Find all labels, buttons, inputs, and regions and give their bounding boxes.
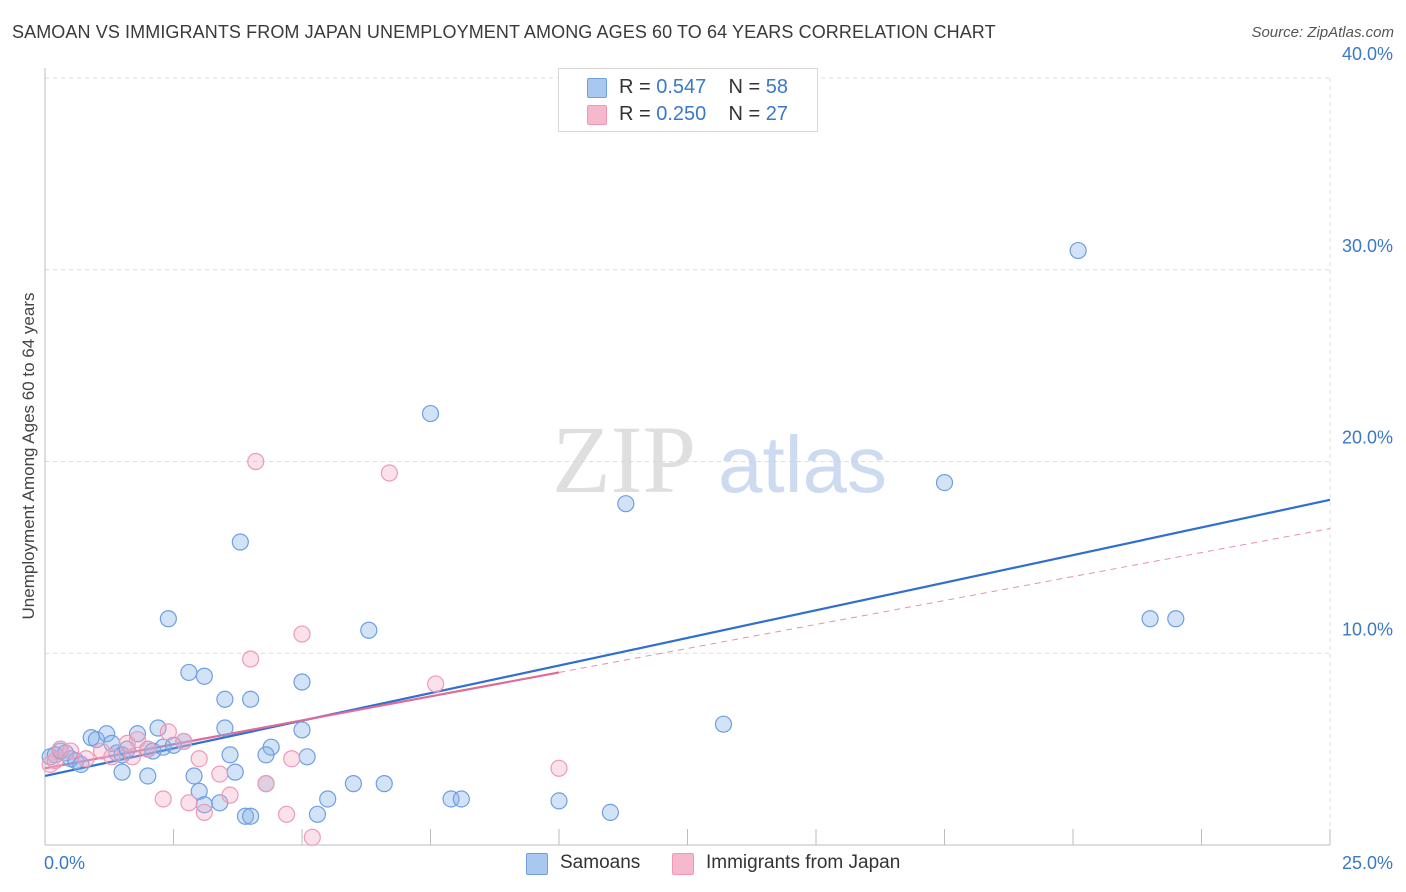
samoans-point <box>216 719 234 737</box>
japan-point <box>221 786 239 804</box>
samoans-point <box>1069 241 1087 260</box>
n-label: N = <box>728 76 761 98</box>
japan-point <box>139 740 157 758</box>
source-label: Source: ZipAtlas.com <box>1251 24 1394 41</box>
japan-point <box>175 732 193 751</box>
samoans-point <box>935 473 954 492</box>
samoans-point <box>185 767 203 785</box>
trend-layer <box>44 498 1331 778</box>
japan-point <box>159 723 177 741</box>
samoans-point <box>1141 610 1159 628</box>
chart-title: SAMOAN VS IMMIGRANTS FROM JAPAN UNEMPLOY… <box>12 22 996 42</box>
samoans-point <box>216 690 234 708</box>
japan-point <box>190 750 208 768</box>
watermark-zip: ZIP <box>552 406 696 513</box>
samoans-point <box>159 610 177 628</box>
japan-point <box>277 805 296 823</box>
japan-point <box>303 828 321 846</box>
samoans-point <box>308 805 327 823</box>
legend-swatch-japan <box>672 853 694 875</box>
samoans-point <box>236 807 255 825</box>
samoans-point <box>714 715 733 733</box>
y-tick-label: 40.0% <box>1342 44 1393 64</box>
japan-point <box>380 464 398 482</box>
samoans-point <box>149 719 167 737</box>
samoans-point <box>180 663 198 682</box>
samoans-point <box>375 775 393 793</box>
samoans-point <box>360 621 378 639</box>
samoans-point <box>421 404 440 423</box>
samoans-point <box>195 667 213 685</box>
japan-trendline-extension <box>558 528 1331 673</box>
japan-point <box>242 650 260 668</box>
japan-point <box>77 750 95 768</box>
japan-point <box>247 452 265 471</box>
japan-point <box>123 748 141 766</box>
samoans-point <box>601 803 620 822</box>
japan-point <box>103 748 121 766</box>
samoans-point <box>550 792 568 810</box>
legend-text-japan: R = 0.250 N = 27 <box>619 103 788 126</box>
series-legend: Samoans Immigrants from Japan <box>0 852 1406 878</box>
samoans-point <box>242 690 260 708</box>
japan-point <box>283 750 301 768</box>
n-value: 58 <box>765 76 789 98</box>
japan-point <box>550 759 568 777</box>
legend-label-japan: Immigrants from Japan <box>706 852 901 873</box>
y-tick-label: 10.0% <box>1342 619 1393 639</box>
x-tick-label-max: 25.0% <box>1342 853 1393 873</box>
r-label: R = <box>619 103 651 125</box>
samoans-point <box>298 748 316 766</box>
samoans-point <box>293 673 311 691</box>
points-layer <box>41 241 1185 846</box>
samoans-point <box>139 767 157 785</box>
japan-point <box>180 794 198 812</box>
japan-point <box>51 740 70 758</box>
samoans-point <box>293 721 311 739</box>
samoans-point <box>98 725 116 743</box>
japan-point <box>293 625 311 643</box>
y-axis-title: Unemployment Among Ages 60 to 64 years <box>19 293 38 620</box>
watermark-atlas: atlas <box>718 420 887 509</box>
label-layer: Unemployment Among Ages 60 to 64 years <box>19 293 38 620</box>
japan-point <box>154 790 172 808</box>
japan-point <box>195 803 213 822</box>
samoans-point <box>1167 610 1185 628</box>
legend-label-samoans: Samoans <box>560 852 641 873</box>
samoans-point <box>242 807 260 825</box>
r-value: 0.250 <box>656 103 707 125</box>
legend-text-samoans: R = 0.547 N = 58 <box>619 76 788 99</box>
x-tick-label-min: 0.0% <box>44 853 85 873</box>
y-tick-label: 20.0% <box>1342 428 1393 448</box>
japan-point <box>92 742 111 760</box>
japan-point <box>211 765 229 783</box>
legend-swatch-japan <box>587 105 607 125</box>
r-value: 0.547 <box>656 76 707 98</box>
legend-swatch-samoans <box>587 78 607 98</box>
y-tick-label: 30.0% <box>1342 236 1393 256</box>
n-value: 27 <box>765 103 789 125</box>
samoans-point <box>617 495 635 513</box>
samoans-point <box>319 790 337 808</box>
legend-swatch-samoans <box>526 853 548 875</box>
samoans-point <box>231 533 249 551</box>
japan-point <box>427 675 445 693</box>
samoans-point <box>226 763 244 781</box>
n-label: N = <box>728 103 761 125</box>
japan-point <box>257 775 275 793</box>
samoans-point <box>221 746 239 764</box>
samoans-point <box>452 790 470 808</box>
samoans-point <box>257 746 275 764</box>
axis-layer: 0.0% 25.0% <box>44 68 1393 873</box>
samoans-trendline <box>44 498 1331 778</box>
correlation-legend: R = 0.547 N = 58 R = 0.250 N = 27 <box>558 68 818 132</box>
samoans-point <box>113 763 131 781</box>
japan-point <box>62 742 80 760</box>
samoans-point <box>344 775 362 793</box>
japan-trendline <box>44 671 560 770</box>
r-label: R = <box>619 76 651 98</box>
